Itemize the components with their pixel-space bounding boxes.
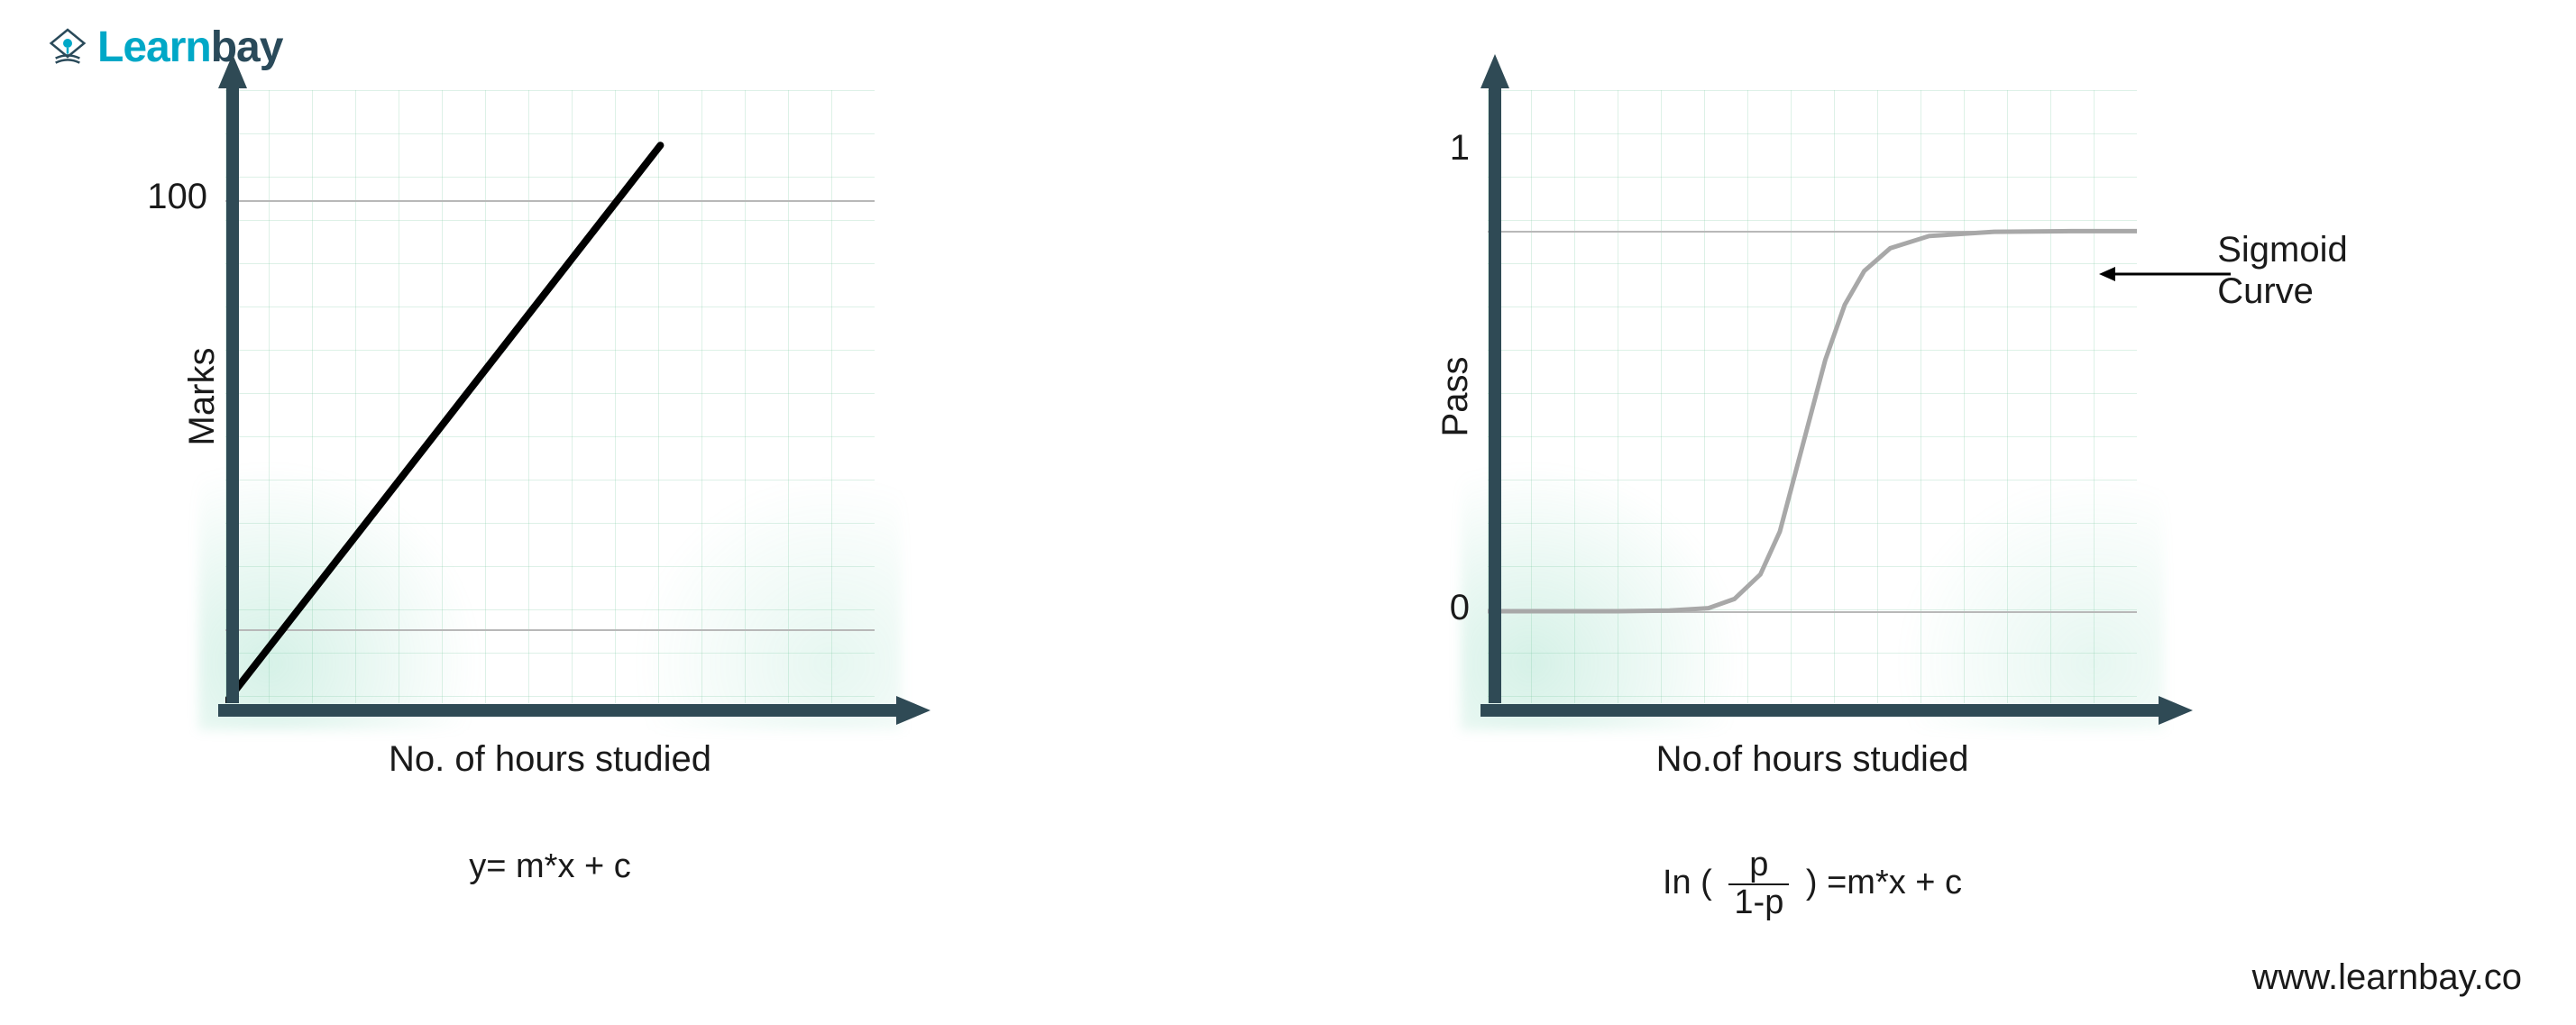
right-sigmoid-curve [1488,90,2137,703]
right-y-axis [1477,54,1513,721]
charts-row: Marks 100 No. of hours studied y= m*x + … [117,54,2191,956]
right-equation: In ( p 1-p ) =m*x + c [1488,847,2137,921]
right-x-label: No.of hours studied [1488,739,2137,780]
right-y-tick-1: 1 [1389,128,1470,169]
right-chart: Pass 1 0 Sigmoid Curve No.of hours studi… [1380,54,2191,956]
right-plot-area: Pass 1 0 Sigmoid Curve [1488,90,2137,703]
left-y-label: Marks [182,348,223,446]
right-y-label: Pass [1435,357,1476,437]
left-equation: y= m*x + c [225,847,875,886]
left-data-line [225,90,875,703]
right-y-tick-0: 0 [1389,588,1470,628]
sigmoid-annotation-text: Sigmoid Curve [2217,229,2348,312]
left-y-tick-100: 100 [126,177,207,217]
footer-url: www.learnbay.co [2252,957,2522,998]
left-plot-area: Marks 100 [225,90,875,703]
annotation-line2: Curve [2217,271,2314,311]
eq-numerator: p [1744,847,1774,883]
left-x-axis [218,692,930,728]
eq-denominator: 1-p [1728,883,1789,921]
eq-fraction: p 1-p [1728,847,1789,921]
annotation-line1: Sigmoid [2217,230,2348,270]
right-x-axis [1481,692,2193,728]
left-x-label: No. of hours studied [225,739,875,780]
left-chart: Marks 100 No. of hours studied y= m*x + … [117,54,929,956]
logo-icon [45,25,90,70]
eq-suffix: ) =m*x + c [1806,864,1962,901]
eq-prefix: In ( [1663,864,1712,901]
